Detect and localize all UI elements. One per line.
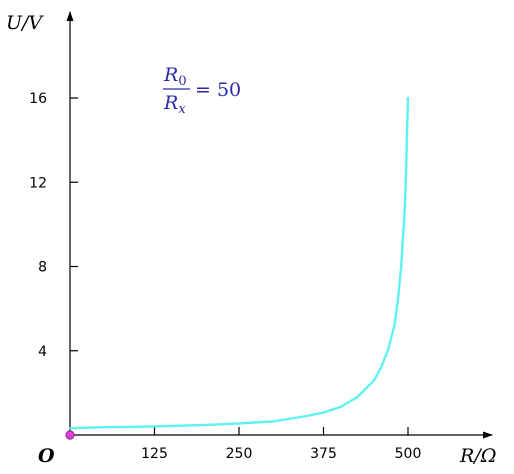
x-ticks: 125 250 375 500 — [141, 427, 421, 462]
ratio-equals: = 50 — [195, 79, 241, 101]
x-tick-label: 375 — [310, 446, 337, 462]
origin-label: O — [38, 445, 55, 467]
y-tick-label: 4 — [38, 344, 47, 360]
origin-point — [65, 430, 75, 440]
series-line — [68, 96, 410, 430]
y-tick-label: 12 — [29, 175, 47, 191]
y-tick-label: 8 — [38, 260, 47, 276]
x-axis-label: R/Ω — [459, 445, 496, 467]
y-ticks: 4 8 12 16 — [29, 91, 78, 360]
x-tick-label: 125 — [141, 446, 168, 462]
ratio-numerator: R0 — [163, 64, 187, 89]
x-tick-label: 500 — [395, 446, 422, 462]
ratio-annotation: R0 Rx = 50 — [163, 64, 241, 117]
y-tick-label: 16 — [29, 91, 47, 107]
y-axis-label: U/V — [6, 12, 44, 34]
x-tick-label: 250 — [226, 446, 253, 462]
ratio-denominator: Rx — [163, 92, 186, 117]
